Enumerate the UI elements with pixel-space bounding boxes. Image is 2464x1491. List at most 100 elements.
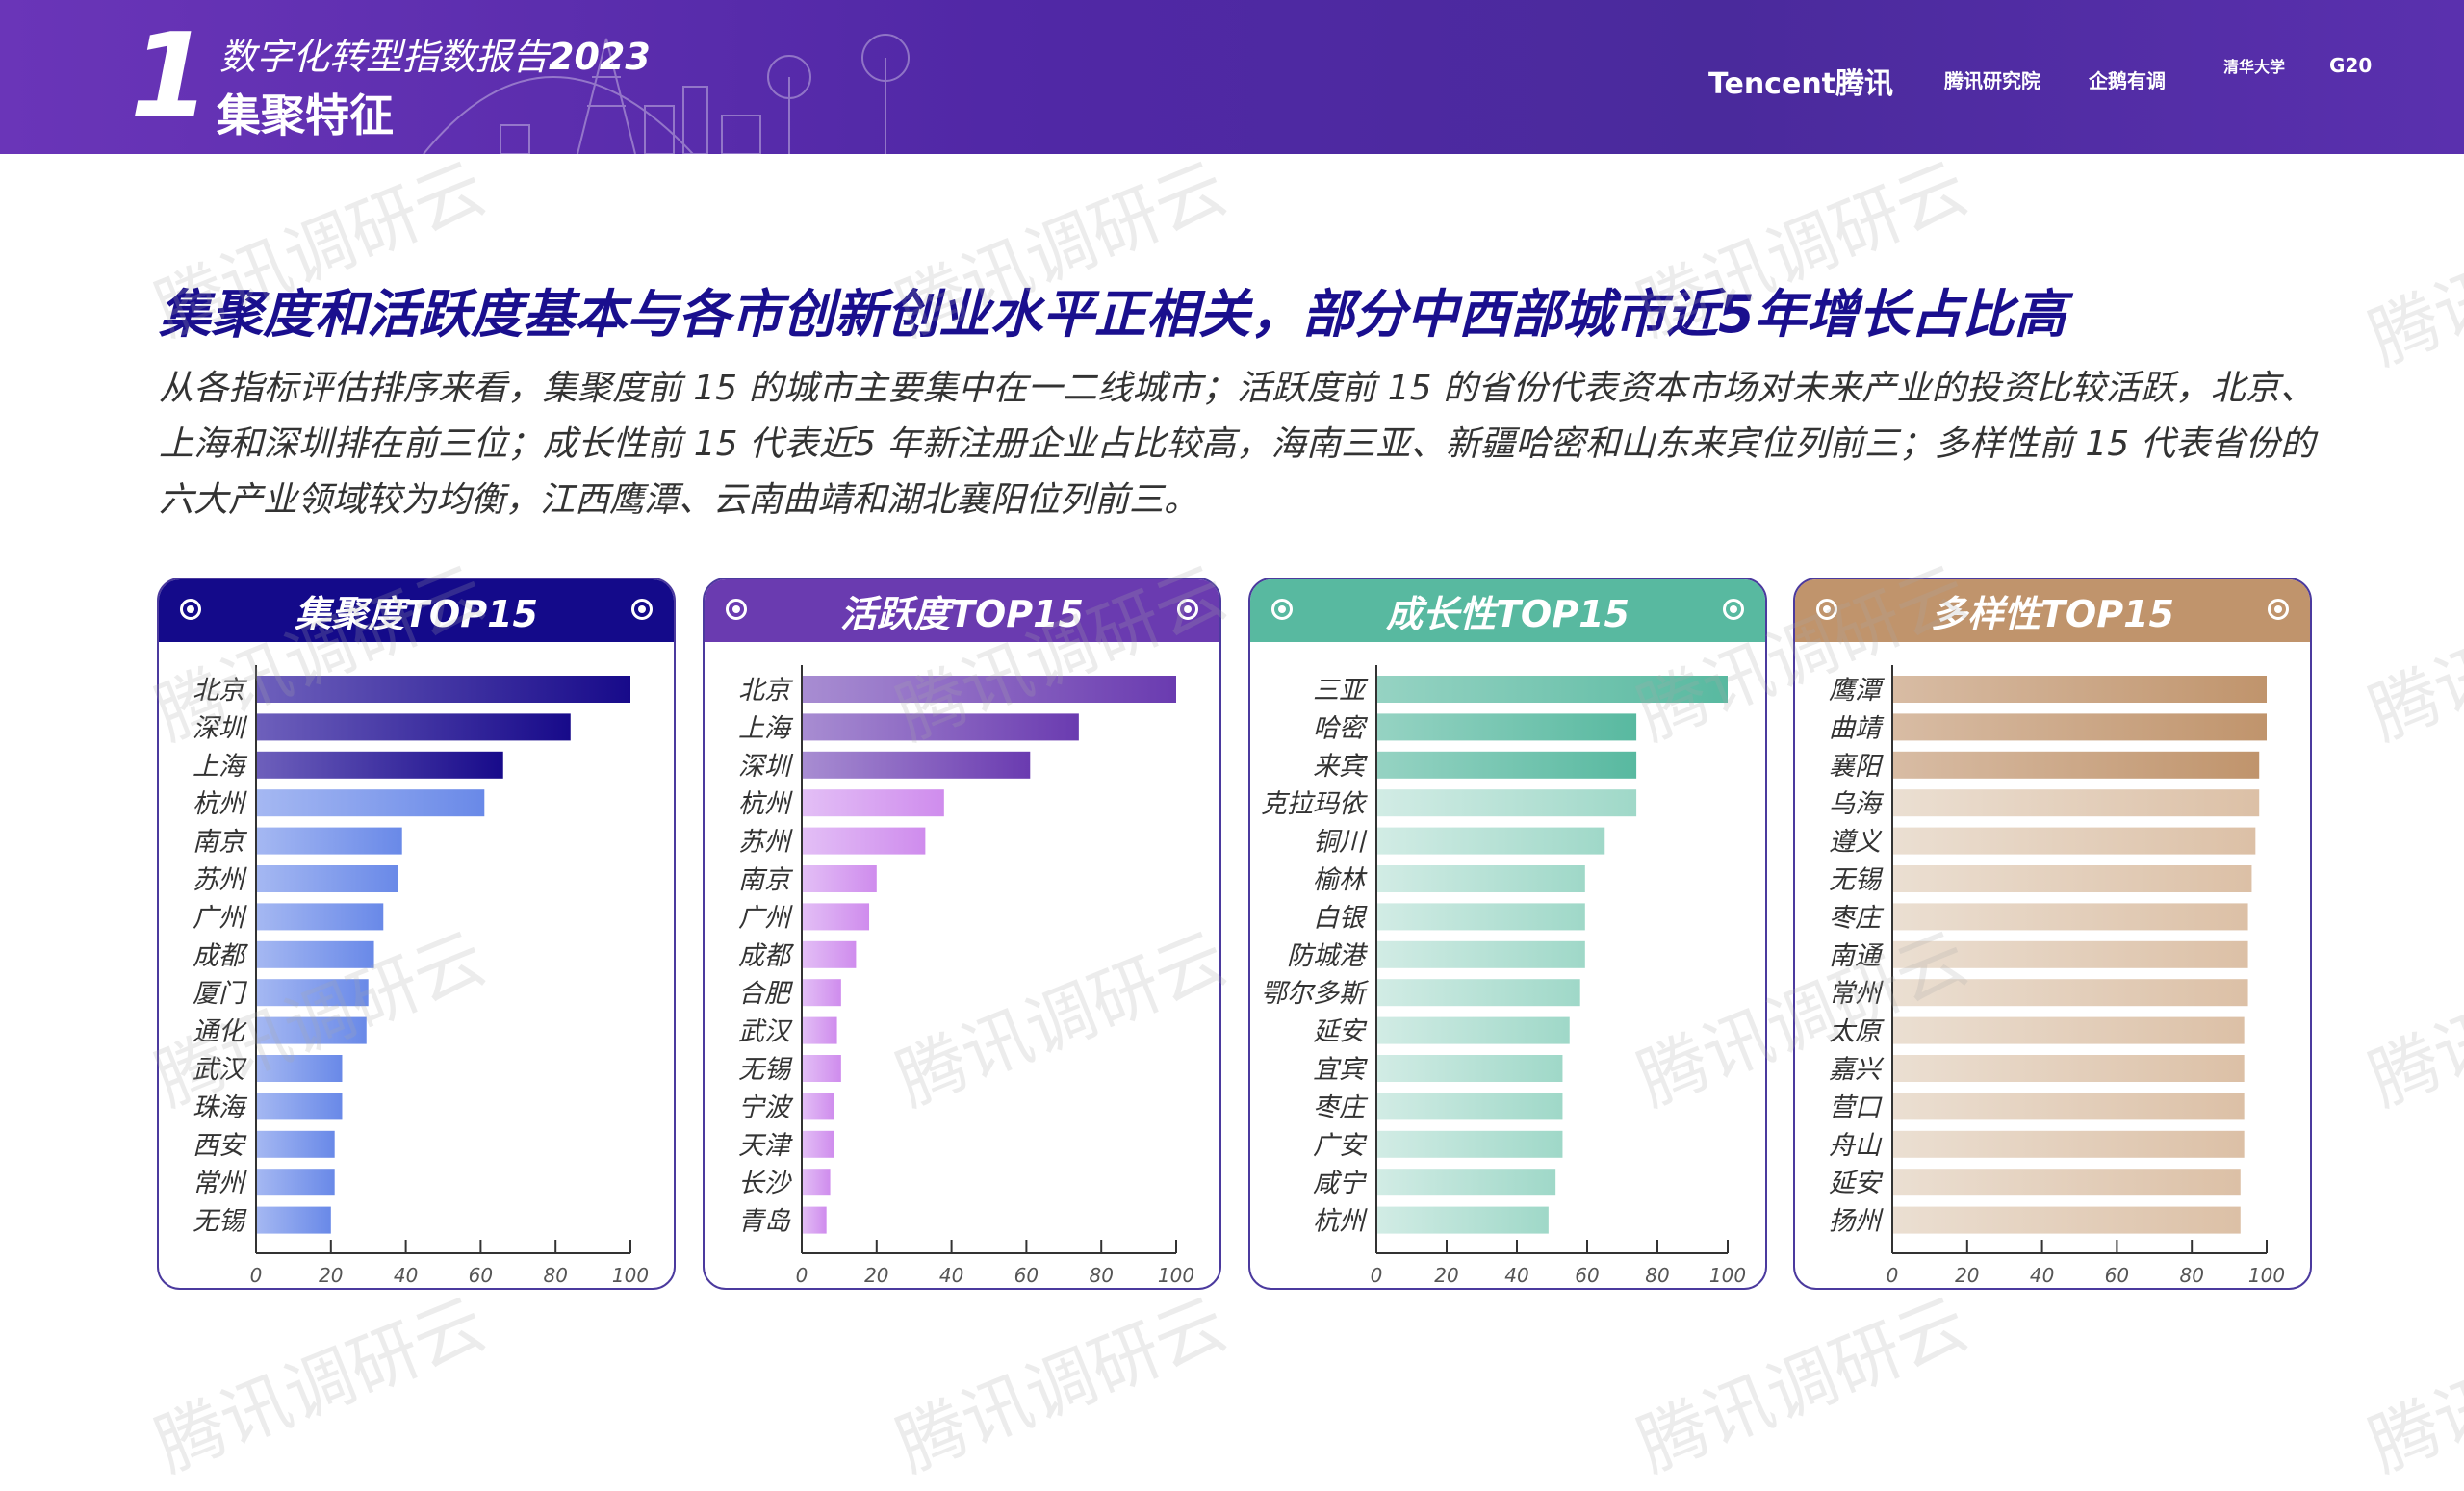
category-label: 咸宁 [1313, 1169, 1368, 1198]
x-tick-label: 20 [1955, 1264, 1979, 1287]
category-label: 成都 [738, 941, 795, 971]
bar [1892, 676, 2267, 703]
watermark: 腾讯调研云 [143, 1282, 497, 1487]
bar [1376, 1055, 1563, 1082]
bar [1892, 979, 2248, 1007]
x-tick-label: 0 [796, 1264, 808, 1287]
category-label: 深圳 [192, 713, 248, 743]
category-label: 杭州 [192, 789, 247, 819]
chart-panel-4: 多样性TOP15 鹰潭 曲靖 襄阳 乌海 遵义 无锡 枣庄 南通 常州 太原 嘉兴 营口 舟山 延安 扬州 0 2… [1793, 578, 2312, 1290]
bar [802, 865, 877, 892]
chart-panel-3: 成长性TOP15 三亚 哈密 来宾 克拉玛依 铜川 榆林 白银 防城港 鄂尔多斯 延安 宜宾 枣庄 广安咸… [1248, 578, 1767, 1290]
category-label: 克拉玛依 [1261, 789, 1368, 819]
bar [1376, 676, 1728, 703]
bar [1892, 827, 2256, 855]
x-tick-label: 100 [612, 1264, 649, 1287]
chart-panel-2: 活跃度TOP15 北京 上海 深圳 杭州 苏州 南京 广州 成都 合肥 武汉 无锡 宁波 天津 长沙 青岛 0 2… [703, 578, 1221, 1290]
chart-title: 活跃度TOP15 [840, 593, 1084, 635]
tsinghua-logo: 清华大学 [2223, 58, 2286, 76]
bar [1892, 1016, 2245, 1044]
category-label: 襄阳 [1829, 752, 1884, 782]
bar [256, 751, 503, 779]
x-tick-label: 40 [2030, 1264, 2054, 1287]
category-label: 珠海 [192, 1093, 248, 1122]
category-label: 哈密 [1313, 713, 1369, 743]
bar [1376, 1130, 1563, 1158]
bar [1376, 1016, 1570, 1044]
chart-header: 多样性TOP15 [1795, 579, 2310, 642]
x-tick-label: 100 [1709, 1264, 1746, 1287]
category-label: 杭州 [738, 789, 793, 819]
report-year: 2023 [549, 36, 651, 78]
bar [1892, 865, 2252, 892]
bar [802, 1206, 827, 1234]
category-label: 宁波 [738, 1093, 794, 1122]
page-headline: 集聚度和活跃度基本与各市创新创业水平正相关，部分中西部城市近5年增长占比高 [159, 284, 2066, 345]
bar [802, 1093, 834, 1120]
g20-logo: G20 [2329, 54, 2373, 77]
bar [1376, 789, 1637, 817]
category-label: 延安 [1313, 1017, 1368, 1047]
category-label: 太原 [1829, 1017, 1885, 1047]
category-label: 南通 [1829, 941, 1884, 971]
bar [802, 979, 841, 1007]
bar [256, 713, 571, 741]
city-skyline-illustration [423, 34, 910, 154]
watermark: 腾讯调研云 [1626, 1282, 1979, 1487]
category-label: 深圳 [738, 752, 794, 782]
x-tick-label: 60 [2105, 1264, 2129, 1287]
category-label: 延安 [1829, 1169, 1884, 1198]
x-tick-label: 60 [1575, 1264, 1599, 1287]
summary-paragraph: 从各指标评估排序来看，集聚度前 15 的城市主要集中在一二线城市；活跃度前 15… [159, 369, 2315, 520]
category-label: 天津 [738, 1131, 793, 1161]
watermark: 腾讯调研云 [2357, 1282, 2464, 1487]
bar [256, 979, 369, 1007]
bar [1376, 940, 1585, 968]
category-label: 宜宾 [1313, 1055, 1368, 1085]
category-label: 曲靖 [1829, 713, 1885, 743]
chart-header: 集聚度TOP15 [159, 579, 674, 642]
watermark: 腾讯调研云 [2357, 551, 2464, 756]
category-label: 杭州 [1313, 1207, 1368, 1237]
category-label: 遵义 [1829, 828, 1883, 858]
x-tick-label: 0 [1371, 1264, 1383, 1287]
category-label: 白银 [1313, 903, 1368, 933]
chart-title: 多样性TOP15 [1931, 593, 2174, 635]
radio-dot-icon [631, 599, 653, 620]
category-label: 营口 [1829, 1093, 1883, 1122]
category-label: 舟山 [1829, 1131, 1883, 1161]
category-label: 扬州 [1829, 1207, 1884, 1237]
radio-dot-icon [180, 599, 201, 620]
category-label: 嘉兴 [1829, 1055, 1885, 1085]
radio-dot-icon [1177, 599, 1198, 620]
category-label: 北京 [192, 676, 248, 706]
x-tick-label: 20 [1434, 1264, 1458, 1287]
watermark: 腾讯调研云 [2357, 916, 2464, 1121]
bar [1376, 827, 1605, 855]
category-label: 鄂尔多斯 [1261, 979, 1370, 1009]
bar [802, 1055, 841, 1082]
category-label: 来宾 [1313, 752, 1368, 782]
category-label: 广州 [738, 903, 793, 933]
penguin-survey-logo: 企鹅有调 [2089, 69, 2166, 92]
watermark: 腾讯调研云 [885, 1282, 1238, 1487]
bar [256, 676, 630, 703]
bar [1892, 1055, 2245, 1082]
bar [256, 865, 398, 892]
bar [1892, 1206, 2241, 1234]
x-tick-label: 80 [2179, 1264, 2203, 1287]
category-label: 厦门 [192, 979, 248, 1009]
category-label: 三亚 [1313, 676, 1369, 706]
category-label: 成都 [192, 941, 249, 971]
category-label: 榆林 [1313, 865, 1368, 895]
bar [1376, 1206, 1549, 1234]
bar [1376, 903, 1585, 931]
bar [1376, 1093, 1563, 1120]
category-label: 上海 [738, 713, 794, 743]
bar [1376, 865, 1585, 892]
bar [256, 1093, 343, 1120]
category-label: 常州 [1829, 979, 1884, 1009]
